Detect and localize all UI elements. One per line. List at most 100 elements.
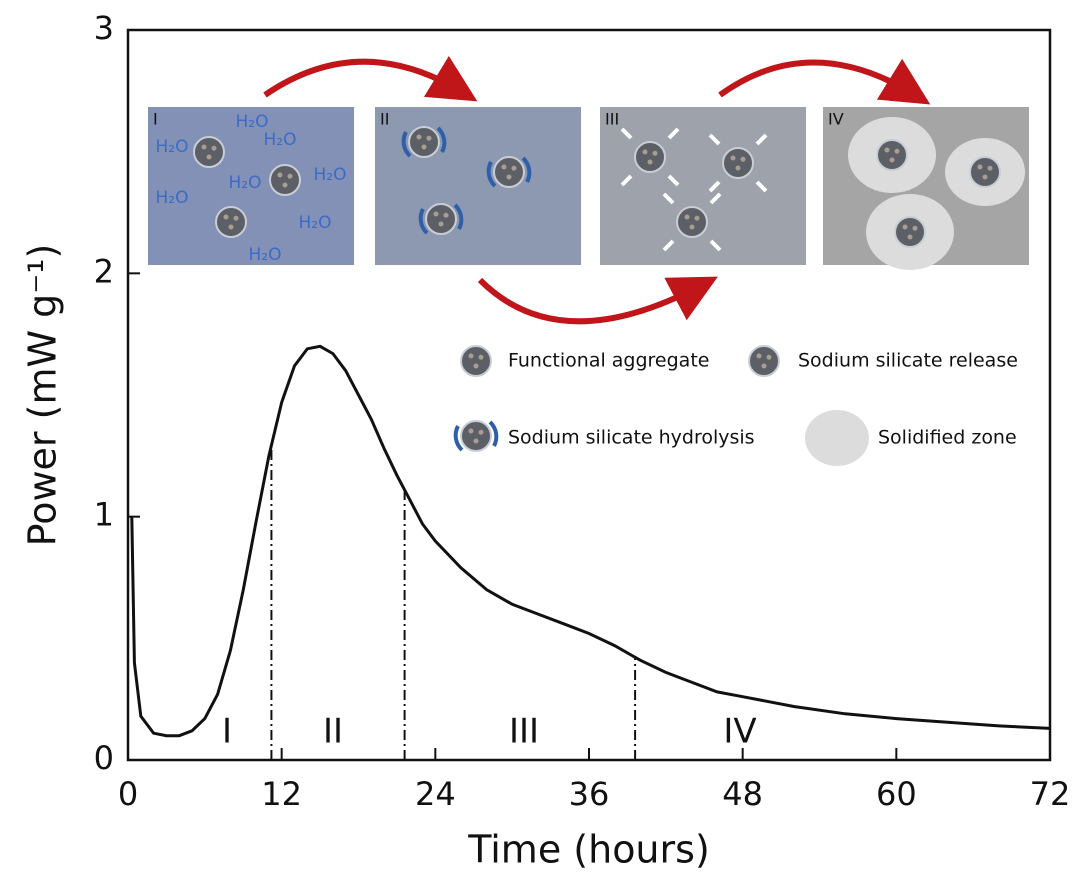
aggregate-dot: [433, 211, 439, 217]
aggregate-dot: [982, 174, 988, 180]
aggregate-dot: [889, 157, 895, 163]
aggregate-dot: [233, 215, 239, 221]
x-tick-label: 72: [1030, 775, 1071, 813]
aggregate-dot: [501, 164, 507, 170]
aggregate-dot: [228, 224, 234, 230]
aggregate-dot: [282, 182, 288, 188]
aggregate-dot: [277, 172, 283, 178]
panel-label: I: [153, 110, 158, 129]
solidified-zone: [805, 410, 869, 466]
aggregate: [748, 345, 780, 377]
aggregate-dot: [426, 135, 432, 141]
aggregate-dot: [211, 145, 217, 151]
x-tick-label: 12: [261, 775, 302, 813]
x-axis-label: Time (hours): [467, 828, 710, 872]
release-arrow: [662, 239, 675, 252]
arrow: [263, 55, 478, 102]
aggregate-dot: [977, 164, 983, 170]
inset-panel: [148, 107, 354, 265]
aggregate-dot: [468, 428, 474, 434]
aggregate-dot: [735, 165, 741, 171]
aggregate-dot: [684, 214, 690, 220]
aggregate-dot: [987, 165, 993, 171]
water-label: H₂O: [156, 137, 189, 157]
aggregate: [969, 156, 1001, 188]
aggregate: [676, 206, 708, 238]
aggregate: [634, 141, 666, 173]
aggregate-dot: [201, 144, 207, 150]
aggregate-dot: [511, 165, 517, 171]
line: [130, 344, 1051, 738]
x-tick-label: 36: [569, 775, 610, 813]
y-tick-label: 3: [94, 9, 114, 47]
phase-label: I: [222, 712, 232, 752]
water-label: H₂O: [229, 173, 262, 193]
phase-label: III: [509, 712, 539, 752]
release-arrow: [709, 192, 722, 205]
aggregate-dot: [642, 149, 648, 155]
aggregate-dot: [473, 438, 479, 444]
release-arrow: [755, 180, 768, 193]
arrow: [477, 276, 718, 325]
phase-label: IV: [723, 712, 756, 752]
aggregate-dot: [647, 159, 653, 165]
aggregate: [215, 206, 247, 238]
hydrolysis-arrow: [486, 156, 532, 188]
aggregate: [269, 164, 301, 196]
x-tick-label: 0: [118, 775, 138, 813]
x-tick-label: 24: [415, 775, 456, 813]
hydrolysis-arrow: [418, 203, 464, 235]
aggregate-dot: [468, 353, 474, 359]
aggregate-dot: [730, 155, 736, 161]
aggregate: [722, 147, 754, 179]
release-arrow: [709, 239, 722, 252]
aggregate-dot: [766, 354, 772, 360]
aggregate-dot: [902, 224, 908, 230]
aggregate-dot: [689, 224, 695, 230]
aggregate-dot: [443, 212, 449, 218]
x-tick-label: 48: [722, 775, 763, 813]
aggregate: [425, 203, 457, 235]
hydrolysis-arrow: [453, 420, 499, 452]
aggregate-dot: [223, 214, 229, 220]
aggregate: [460, 420, 492, 452]
aggregate: [876, 139, 908, 171]
x-tick-label: 60: [876, 775, 917, 813]
water-label: H₂O: [236, 112, 269, 132]
release-arrow: [662, 192, 675, 205]
panel-label: IV: [828, 110, 844, 129]
aggregate-dot: [473, 363, 479, 369]
aggregate-dot: [740, 156, 746, 162]
panel-label: II: [380, 110, 389, 129]
release-arrow: [708, 133, 721, 146]
aggregate-dot: [912, 225, 918, 231]
hydrolysis-arrow: [401, 126, 447, 158]
aggregate: [894, 216, 926, 248]
aggregate: [408, 126, 440, 158]
aggregate-dot: [761, 363, 767, 369]
aggregate-dot: [478, 429, 484, 435]
y-tick-label: 2: [94, 252, 114, 290]
release-arrow: [708, 180, 721, 193]
legend-label: Sodium silicate release: [798, 350, 1018, 372]
aggregate-dot: [907, 234, 913, 240]
release-arrow: [667, 127, 680, 140]
release-arrow: [667, 174, 680, 187]
aggregate-dot: [884, 147, 890, 153]
aggregate-dot: [694, 215, 700, 221]
aggregate: [193, 136, 225, 168]
aggregate-dot: [206, 154, 212, 160]
y-axis-label: Power (mW g⁻¹): [21, 244, 65, 547]
release-arrow: [755, 133, 768, 146]
y-tick-label: 1: [94, 496, 114, 534]
inset-panel: [375, 107, 581, 265]
aggregate-dot: [438, 221, 444, 227]
inset-panel: [600, 107, 806, 265]
legend-label: Functional aggregate: [508, 350, 709, 372]
arrow: [718, 58, 931, 105]
legend-label: Solidified zone: [878, 427, 1017, 449]
water-label: H₂O: [299, 213, 332, 233]
aggregate-dot: [416, 134, 422, 140]
